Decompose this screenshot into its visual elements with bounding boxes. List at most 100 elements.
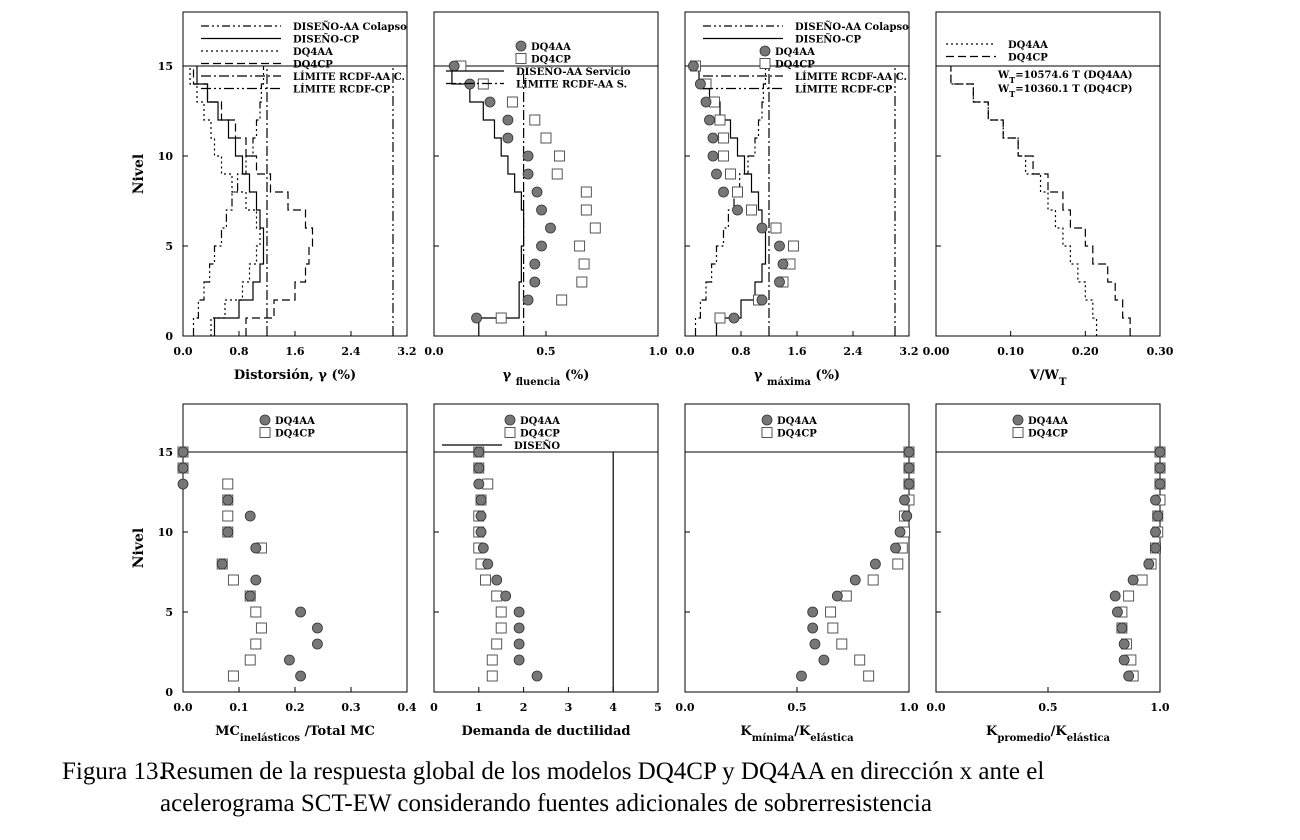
- legend-label: LÍMITE RCDF-AA C.: [293, 71, 405, 83]
- point-dq4aa: [831, 590, 843, 602]
- x-tick-label: 3.2: [397, 345, 416, 358]
- legend-label: DQ4CP: [1008, 53, 1048, 64]
- point-dq4cp: [867, 574, 879, 586]
- legend-marker: [515, 53, 527, 64]
- point-dq4aa: [531, 186, 543, 198]
- point-dq4cp: [551, 168, 563, 180]
- legend-label: DQ4CP: [775, 60, 815, 71]
- series-line-dq4cp: [192, 66, 314, 336]
- point-dq4cp: [491, 638, 503, 650]
- legend-label: LÍMITE RCDF-CP: [293, 84, 391, 96]
- x-axis-label: Demanda de ductilidad: [462, 724, 631, 739]
- x-tick-label: 0.0: [424, 345, 443, 358]
- point-dq4cp: [553, 150, 565, 162]
- point-dq4aa: [899, 494, 910, 506]
- x-axis-label: MCinelásticos /Total MC: [215, 724, 375, 744]
- legend-label: DISEÑO: [514, 440, 560, 452]
- panel-7: 0.0 0.5 1.0 Kmínima/Kelástica DQ4AA DQ4CP: [675, 403, 919, 744]
- legend-label: LÍMITE RCDF-AA C.: [795, 71, 907, 83]
- y-tick-label: 5: [165, 606, 173, 619]
- legend-marker: [761, 427, 773, 438]
- legend-label: DQ4AA: [1008, 40, 1048, 51]
- point-dq4aa: [522, 168, 534, 180]
- x-tick-label: 2.4: [843, 345, 862, 358]
- point-dq4aa: [732, 204, 743, 216]
- point-dq4aa: [903, 446, 915, 458]
- x-tick-label: 2: [520, 701, 528, 714]
- point-dq4cp: [576, 276, 588, 288]
- legend-label: DQ4CP: [275, 429, 315, 440]
- point-dq4aa: [849, 574, 861, 586]
- point-dq4cp: [250, 606, 262, 618]
- point-dq4cp: [227, 670, 239, 682]
- point-dq4aa: [774, 276, 785, 288]
- point-dq4aa: [1118, 638, 1130, 650]
- legend-label: DQ4AA: [777, 416, 817, 427]
- x-tick-label: 4: [609, 701, 617, 714]
- point-dq4aa: [695, 78, 706, 90]
- y-axis-label: Nivel: [131, 154, 147, 194]
- point-dq4aa: [728, 312, 740, 324]
- point-dq4aa: [807, 622, 819, 634]
- panel-frame: [182, 403, 408, 693]
- point-dq4aa: [1150, 542, 1161, 554]
- x-tick-label: 0.10: [997, 345, 1024, 358]
- panel-6: 0 1 2 3 4 5 Demanda de ductilidad DQ4AA DQ4CPDIS…: [430, 403, 662, 739]
- point-dq4aa: [704, 114, 715, 126]
- y-tick-label: 10: [158, 526, 174, 539]
- x-axis-label: Kmínima/Kelástica: [740, 724, 854, 744]
- series-line-dq4cp: [950, 66, 1131, 336]
- point-dq4aa: [177, 478, 189, 490]
- legend-label: DQ4CP: [777, 429, 817, 440]
- panel-4: 0.00 0.10 0.20 0.30 V/WT DQ4AA DQ4CP WT=10574.6…: [923, 11, 1174, 388]
- x-tick-label: 0.1: [229, 701, 248, 714]
- x-tick-label: 0.30: [1147, 345, 1174, 358]
- x-tick-label: 1: [475, 701, 483, 714]
- series-line-dq4aa: [189, 66, 261, 336]
- point-dq4aa: [1118, 654, 1130, 666]
- panel-8: 0.0 0.5 1.0 Kpromedio/Kelástica DQ4AA DQ4CP: [926, 403, 1170, 744]
- panel-2: 0.0 0.5 1.0 γ fluencia (%) DQ4AA DQ4CPDISEÑO-…: [424, 11, 668, 388]
- x-tick-label: 0.2: [285, 701, 304, 714]
- point-dq4aa: [1123, 670, 1135, 682]
- point-dq4aa: [475, 526, 487, 538]
- point-dq4cp: [892, 558, 904, 570]
- x-tick-label: 0.3: [341, 701, 360, 714]
- x-tick-label: 1.6: [787, 345, 806, 358]
- point-dq4aa: [295, 606, 307, 618]
- point-dq4aa: [283, 654, 295, 666]
- legend-marker: [759, 45, 771, 57]
- point-dq4cp: [529, 114, 541, 126]
- point-dq4aa: [311, 622, 323, 634]
- y-axis-label: Nivel: [131, 528, 147, 568]
- legend-label: LÍMITE RCDF-CP: [795, 84, 893, 96]
- legend-marker: [504, 427, 516, 438]
- legend-label: DISEÑO-AA Colapso: [795, 21, 909, 33]
- legend-label: DISEÑO-CP: [795, 34, 862, 46]
- point-dq4cp: [580, 204, 592, 216]
- point-dq4cp: [540, 132, 552, 144]
- point-dq4aa: [513, 622, 525, 634]
- legend: DQ4AA DQ4CP: [1012, 414, 1068, 440]
- point-dq4aa: [244, 510, 256, 522]
- annotation-weight: WT=10360.1 T (DQ4CP): [997, 84, 1132, 99]
- series-line-dise-o-aa-colapso: [192, 66, 265, 336]
- legend: DQ4AA DQ4CP: [761, 414, 817, 440]
- x-tick-label: 3.2: [899, 345, 918, 358]
- point-dq4aa: [250, 574, 262, 586]
- point-dq4aa: [1127, 574, 1139, 586]
- legend-marker: [1012, 414, 1024, 426]
- x-tick-label: 0.0: [675, 701, 694, 714]
- point-dq4cp: [244, 654, 256, 666]
- point-dq4aa: [777, 258, 789, 270]
- point-dq4cp: [836, 638, 848, 650]
- x-tick-label: 1.6: [285, 345, 304, 358]
- point-dq4aa: [901, 510, 913, 522]
- point-dq4cp: [486, 654, 498, 666]
- legend-label: DQ4AA: [531, 42, 571, 53]
- x-tick-label: 0.20: [1072, 345, 1099, 358]
- point-dq4aa: [894, 526, 906, 538]
- panel-1: 0.0 0.8 1.6 2.4 3.2 0 5 10 15 Nivel Distorsión, γ …: [131, 11, 417, 383]
- point-dq4cp: [495, 312, 507, 324]
